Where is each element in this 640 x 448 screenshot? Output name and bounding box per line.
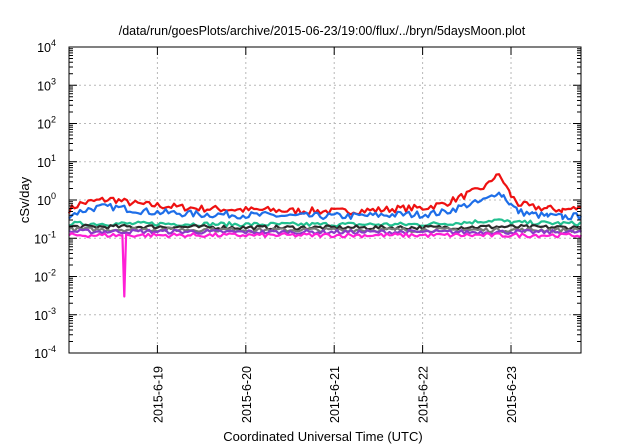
y-tick-label: 103 bbox=[37, 76, 56, 93]
x-axis: 2015-6-19 2015-6-20 2015-6-21 2015-6-22 2015… bbox=[151, 47, 519, 423]
series-line bbox=[68, 191, 582, 221]
series-line bbox=[67, 173, 582, 216]
y-axis: 10-4 10-3 10-2 10-1 100 101 102 103 104 bbox=[34, 38, 581, 361]
y-tick-label: 10-3 bbox=[34, 306, 56, 323]
y-axis-label: cSv/day bbox=[17, 176, 32, 223]
series-line bbox=[68, 223, 582, 231]
x-tick-label: 2015-6-19 bbox=[151, 366, 165, 423]
grid-lines bbox=[69, 47, 581, 353]
series-layer bbox=[67, 173, 582, 298]
series-line bbox=[68, 232, 582, 298]
x-axis-label: Coordinated Universal Time (UTC) bbox=[223, 429, 422, 444]
chart-title: /data/run/goesPlots/archive/2015-06-23/1… bbox=[119, 24, 526, 38]
x-tick-label: 2015-6-23 bbox=[505, 366, 519, 423]
y-tick-label: 100 bbox=[37, 191, 56, 208]
y-tick-label: 104 bbox=[37, 38, 56, 55]
series-line bbox=[68, 226, 582, 234]
y-tick-label: 102 bbox=[37, 115, 56, 132]
x-tick-label: 2015-6-22 bbox=[417, 366, 431, 423]
y-tick-label: 10-4 bbox=[34, 344, 56, 361]
y-tick-label: 10-1 bbox=[34, 229, 56, 246]
y-tick-label: 10-2 bbox=[34, 268, 56, 285]
y-tick-label: 101 bbox=[37, 153, 56, 170]
x-tick-label: 2015-6-20 bbox=[240, 366, 254, 423]
x-tick-label: 2015-6-21 bbox=[328, 366, 342, 423]
